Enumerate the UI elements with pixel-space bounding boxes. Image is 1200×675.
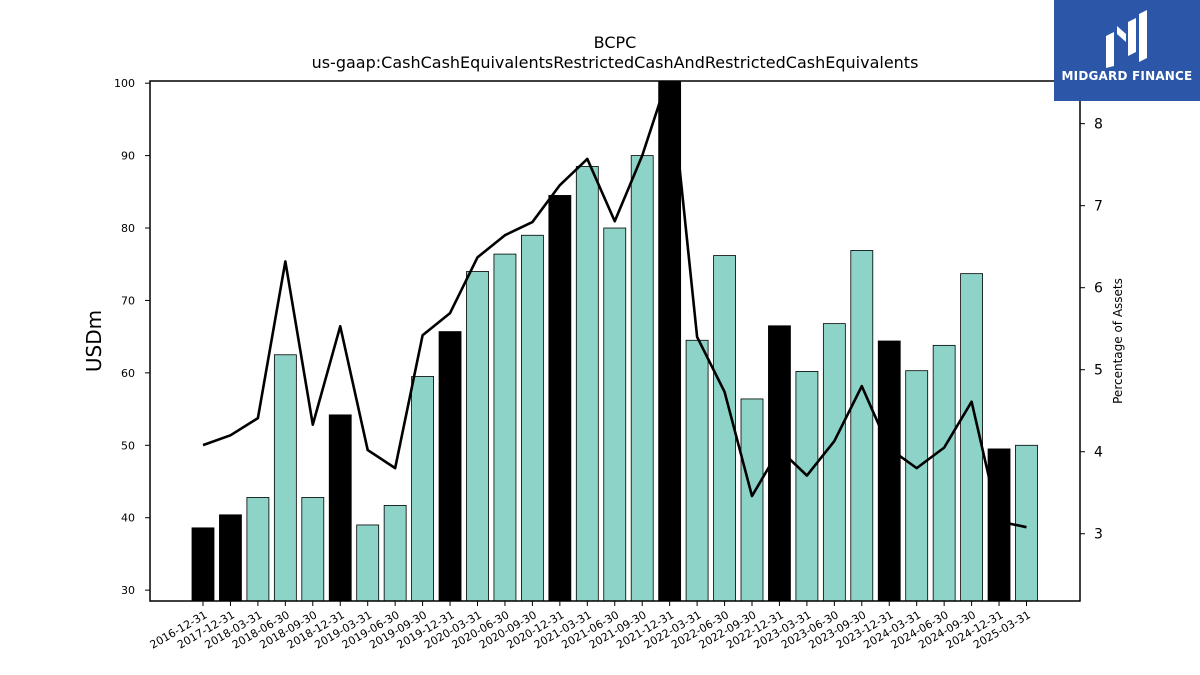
bar <box>987 448 1011 601</box>
percentage-line <box>202 81 1027 529</box>
bar <box>740 398 764 601</box>
left-axis-ticks: 30 40 50 60 70 80 90 100 <box>114 77 150 597</box>
logo-mark-icon <box>1106 10 1147 68</box>
bar-series <box>191 81 1038 601</box>
bar <box>466 271 489 601</box>
bar <box>795 371 819 601</box>
bar <box>411 376 435 601</box>
bar <box>383 504 407 601</box>
bar <box>246 497 270 601</box>
y-tick-label: 60 <box>121 367 135 380</box>
y-tick-label: 80 <box>121 222 135 235</box>
y-right-tick-label: 5 <box>1094 363 1103 379</box>
bar <box>273 354 297 601</box>
line-series <box>202 81 1027 529</box>
y-axis-label-right: Percentage of Assets <box>1111 278 1125 404</box>
right-axis-ticks: 3 4 5 6 7 8 <box>1080 117 1103 543</box>
bar <box>685 339 709 601</box>
bar <box>658 81 682 601</box>
bar <box>328 414 352 601</box>
bar <box>822 323 846 601</box>
y-right-tick-label: 3 <box>1094 527 1103 543</box>
bar <box>438 331 462 601</box>
y-axis-label: USDm <box>82 310 106 372</box>
x-axis-ticks: 2016-12-312017-12-312018-03-312018-06-30… <box>148 601 1033 652</box>
chart-title: BCPC <box>594 33 637 52</box>
y-tick-label: 50 <box>121 439 135 452</box>
logo: MIDGARD FINANCE <box>1054 0 1200 101</box>
bar <box>219 514 242 601</box>
y-tick-label: 100 <box>114 77 135 90</box>
bar <box>960 273 983 601</box>
bar <box>630 155 654 601</box>
bar <box>548 195 572 601</box>
y-tick-label: 40 <box>121 512 135 525</box>
bar <box>493 253 517 601</box>
y-tick-label: 70 <box>121 294 135 307</box>
y-right-tick-label: 4 <box>1094 445 1103 461</box>
y-tick-label: 90 <box>121 150 135 163</box>
bar <box>356 524 380 601</box>
chart-subtitle: us-gaap:CashCashEquivalentsRestrictedCas… <box>312 53 919 72</box>
y-right-tick-label: 8 <box>1094 117 1103 133</box>
y-tick-label: 30 <box>121 584 135 597</box>
bar <box>768 325 791 601</box>
y-right-tick-label: 6 <box>1094 281 1103 297</box>
bar <box>932 344 956 601</box>
logo-text: MIDGARD FINANCE <box>1061 69 1193 83</box>
bar <box>713 255 736 601</box>
bar <box>850 250 874 601</box>
bar <box>905 370 929 601</box>
bar <box>575 166 599 601</box>
bar <box>521 234 544 601</box>
bar <box>877 340 901 601</box>
bar <box>603 227 627 601</box>
y-right-tick-label: 7 <box>1094 199 1103 215</box>
bar <box>191 527 215 601</box>
bar <box>301 497 325 601</box>
